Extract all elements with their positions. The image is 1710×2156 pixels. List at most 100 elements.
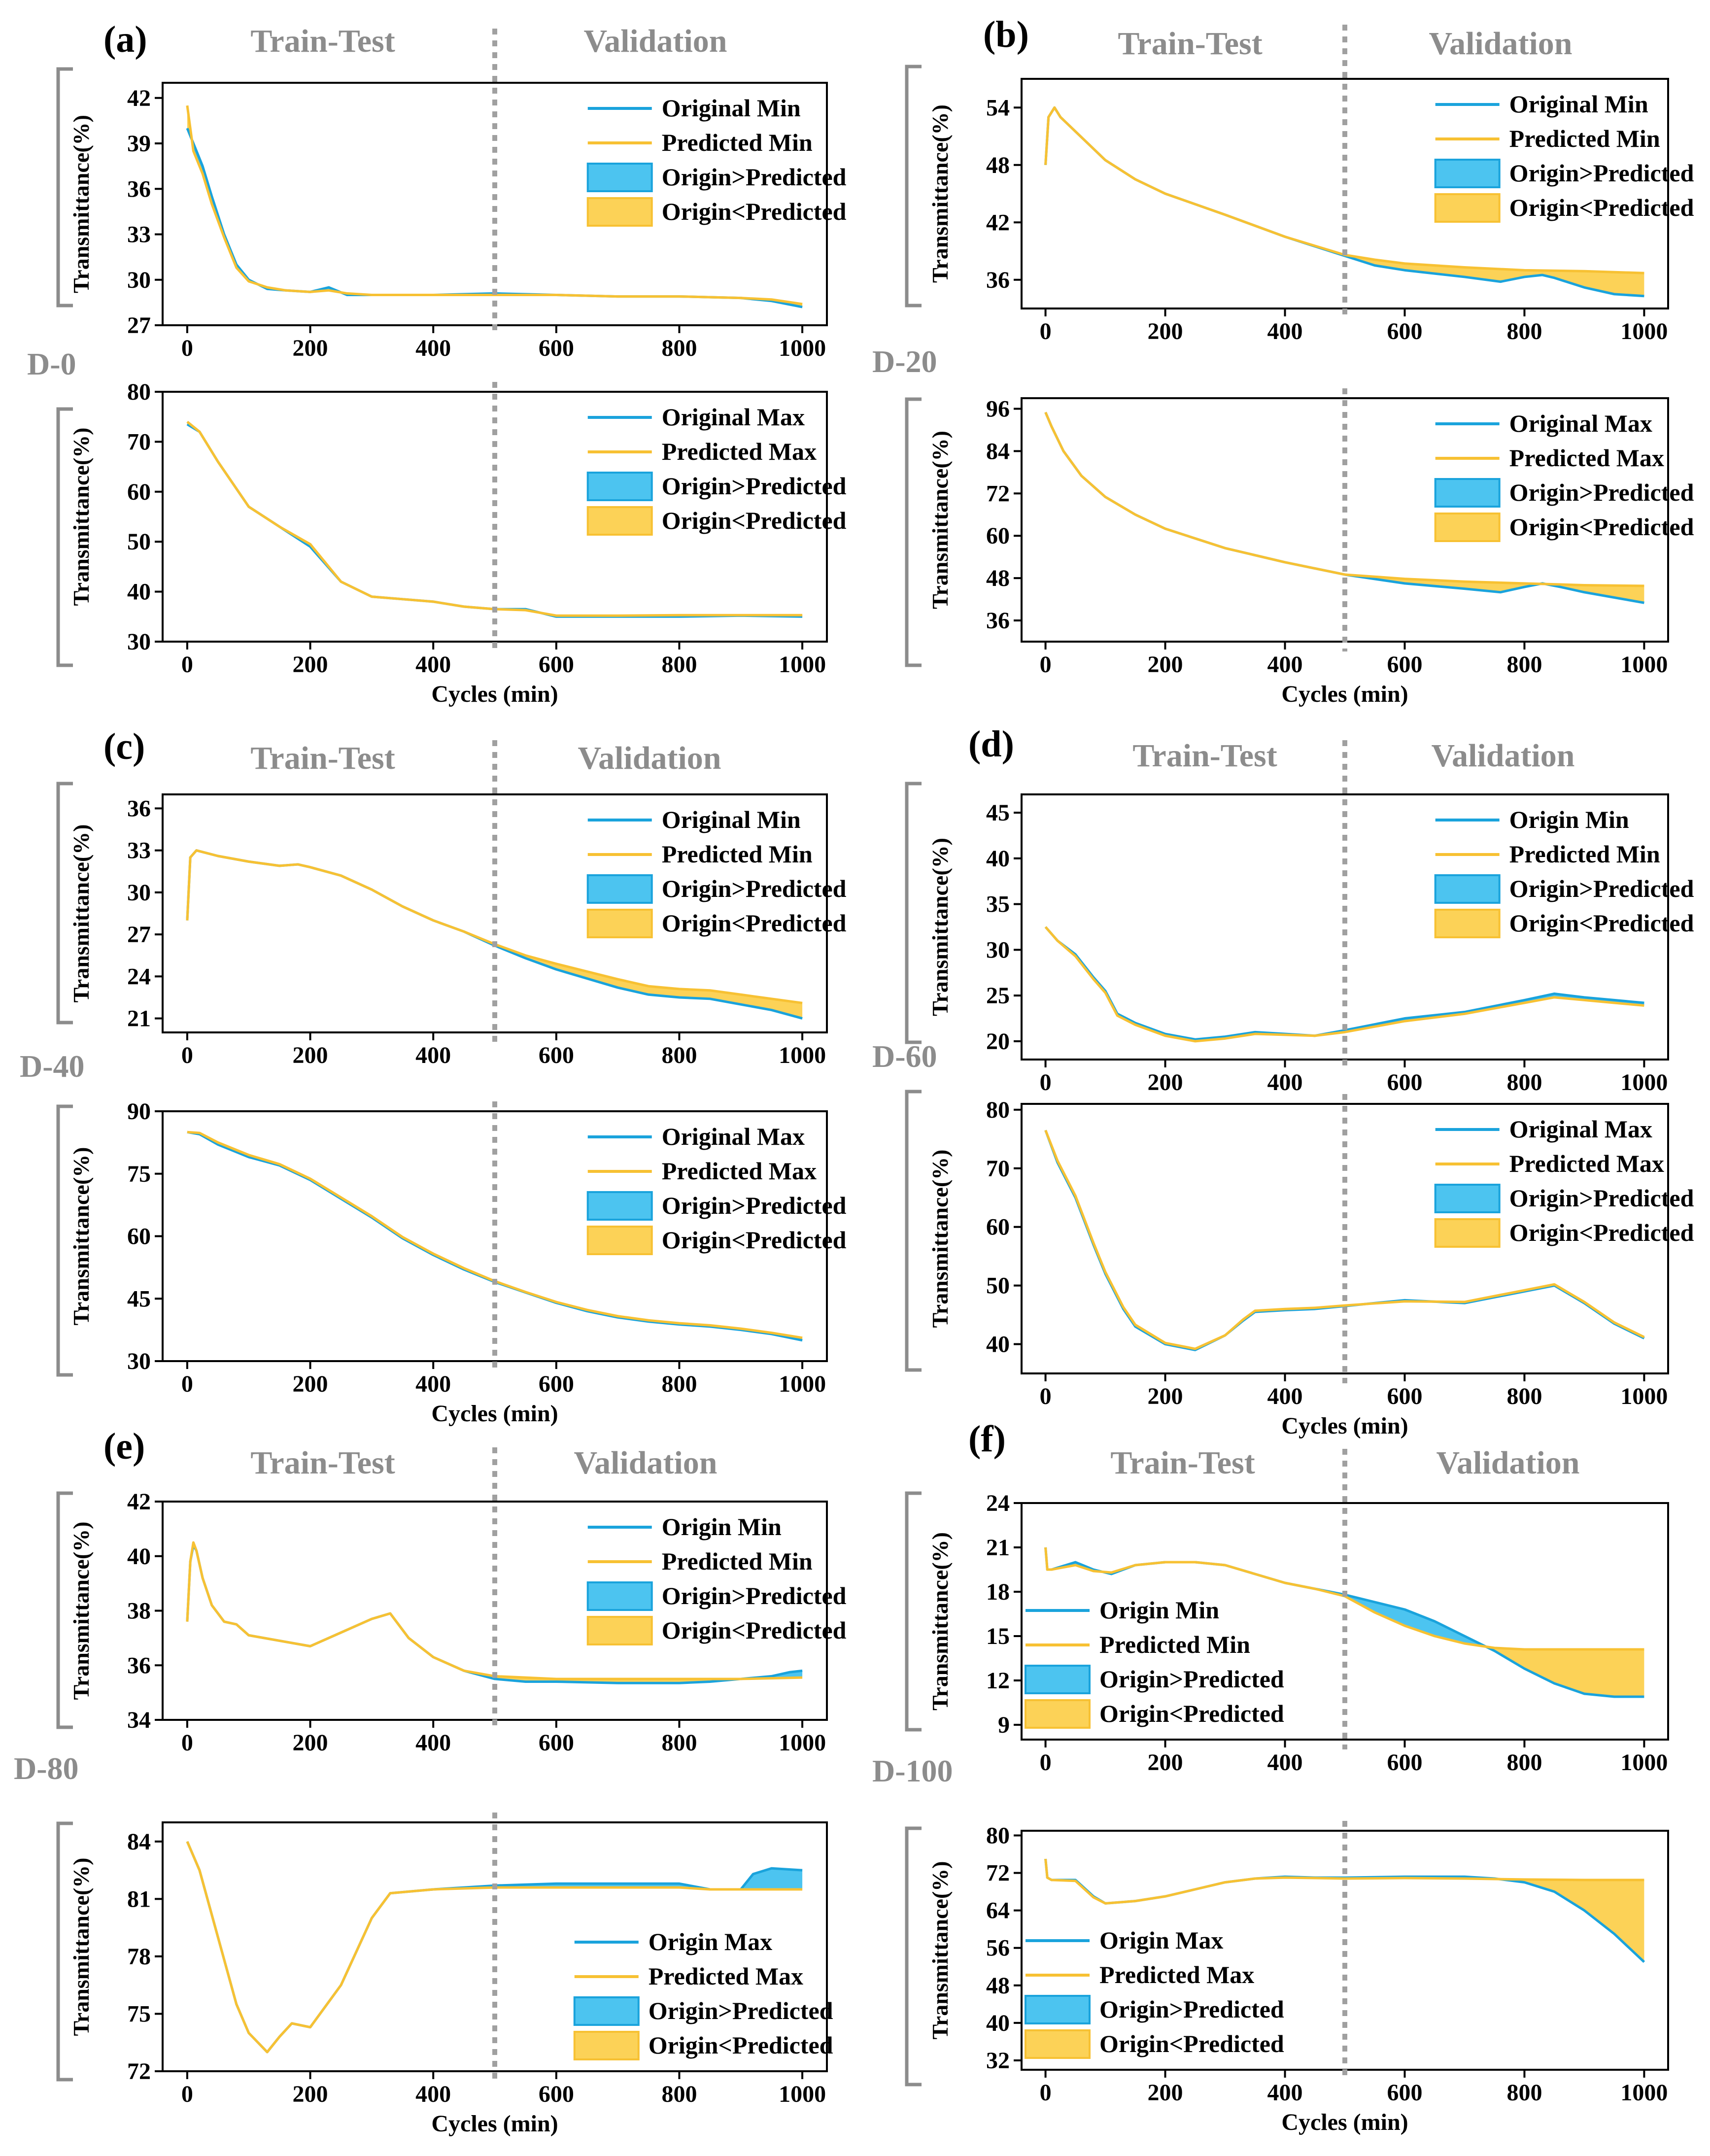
x-tick-label: 800	[661, 335, 697, 361]
panel-letter: (f)	[968, 1418, 1006, 1460]
legend-label: Origin<Predicted	[662, 1616, 847, 1644]
chart-a-max: 0 200 400 600 800 1000 30 40 50 60 70 80 Transmittan…	[68, 379, 847, 707]
legend: Origin Max Predicted Max Origin>Predicted O…	[1025, 1926, 1284, 2059]
legend-label: Predicted Max	[649, 1962, 803, 1990]
x-tick-label: 1000	[1620, 318, 1668, 344]
y-tick-label: 36	[127, 795, 151, 821]
x-tick-label: 800	[661, 1730, 697, 1756]
fill-origin-less	[1497, 1879, 1644, 1962]
y-tick-label: 90	[127, 1098, 151, 1125]
group-bracket	[905, 65, 922, 308]
series-line-predicted	[186, 105, 803, 306]
phase-label-validation: Validation	[1429, 26, 1572, 62]
chart-e-max: 0 200 400 600 800 1000 72 75 78 81 84 Transmittance…	[68, 1813, 833, 2137]
y-tick-label: 36	[127, 1652, 151, 1678]
y-tick-label: 9	[998, 1712, 1010, 1738]
phase-label-validation: Validation	[1436, 1445, 1579, 1481]
legend-swatch-under	[1434, 513, 1501, 542]
y-tick-label: 15	[986, 1623, 1010, 1649]
legend-label: Predicted Max	[1509, 444, 1664, 472]
x-tick-label: 1000	[779, 335, 826, 361]
legend-label: Predicted Max	[662, 1157, 817, 1185]
legend-swatch-over	[586, 874, 653, 904]
x-tick-label: 600	[539, 1371, 574, 1397]
plot-frame	[162, 793, 828, 1033]
y-tick-label: 40	[127, 579, 151, 605]
y-tick-label: 36	[986, 267, 1010, 293]
fill-origin-less	[1045, 107, 1644, 296]
x-tick-label: 200	[1148, 2080, 1183, 2106]
x-tick-label: 800	[1506, 1383, 1542, 1409]
legend-swatch-under	[586, 197, 653, 227]
y-tick-label: 33	[127, 222, 151, 248]
y-tick-label: 27	[127, 312, 151, 339]
fill-areas	[1045, 107, 1644, 296]
series-line-predicted	[1044, 1858, 1644, 1905]
y-axis-label: Transmittance(%)	[927, 1532, 953, 1711]
y-tick-label: 40	[127, 1543, 151, 1570]
x-tick-label: 600	[1387, 1069, 1422, 1095]
x-tick-label: 0	[181, 1371, 193, 1397]
x-axis-label: Cycles (min)	[431, 2111, 558, 2137]
x-tick-label: 1000	[779, 1730, 826, 1756]
x-tick-label: 600	[1387, 651, 1422, 678]
legend-label: Origin>Predicted	[1509, 159, 1694, 187]
plot-frame	[1021, 1103, 1669, 1374]
y-tick-label: 12	[986, 1668, 1010, 1694]
x-tick-label: 200	[1148, 318, 1183, 344]
x-axis-label: Cycles (min)	[1281, 681, 1408, 707]
phase-label-validation: Validation	[574, 1445, 717, 1481]
x-tick-label: 1000	[779, 2081, 826, 2107]
y-axis-label: Transmittance(%)	[68, 115, 94, 293]
group-bracket	[905, 1826, 922, 2087]
legend-swatch-over	[1025, 1995, 1091, 2024]
x-axis-label: Cycles (min)	[1281, 1413, 1408, 1439]
x-tick-label: 200	[293, 1042, 328, 1068]
x-tick-label: 200	[1148, 1749, 1183, 1776]
legend-swatch-under	[1434, 1218, 1501, 1248]
legend-label: Origin<Predicted	[1099, 1700, 1284, 1727]
y-tick-label: 84	[127, 1829, 151, 1855]
y-tick-label: 36	[986, 608, 1010, 634]
y-axis-label: Transmittance(%)	[927, 1150, 953, 1328]
fill-areas	[187, 850, 803, 1019]
chart-a-min: 0 200 400 600 800 1000 27 30 33 36 39 42 Transmittan…	[27, 19, 847, 667]
series-line-predicted	[1044, 926, 1644, 1043]
x-tick-label: 400	[415, 1730, 451, 1756]
legend-label: Origin>Predicted	[662, 472, 847, 500]
x-tick-label: 0	[181, 2081, 193, 2107]
y-tick-label: 60	[127, 1224, 151, 1250]
legend-label: Origin<Predicted	[1509, 909, 1694, 937]
x-tick-label: 400	[415, 1371, 451, 1397]
y-tick-label: 32	[986, 2048, 1010, 2074]
plot-frame	[162, 1821, 828, 2072]
y-tick-label: 72	[986, 480, 1010, 507]
legend-label: Origin>Predicted	[1099, 1995, 1284, 2023]
x-tick-label: 600	[539, 1042, 574, 1068]
legend-swatch-over	[586, 472, 653, 501]
y-tick-label: 27	[127, 922, 151, 948]
y-tick-label: 38	[127, 1598, 151, 1624]
series-line-predicted	[186, 420, 803, 617]
phase-label-train-test: Train-Test	[1118, 26, 1262, 62]
chart-d-max: 0 200 400 600 800 1000 40 50 60 70 80 Transmittance…	[927, 1094, 1694, 1439]
legend: Origin Min Predicted Min Origin>Predicted O…	[586, 1513, 847, 1645]
legend-label: Origin>Predicted	[662, 1582, 847, 1609]
legend-swatch-under	[586, 1226, 653, 1255]
y-tick-label: 60	[986, 523, 1010, 549]
legend: Origin Min Predicted Min Origin>Predicted O…	[1025, 1596, 1284, 1729]
y-tick-label: 20	[986, 1028, 1010, 1055]
y-axis-label: Transmittance(%)	[68, 1858, 94, 2036]
legend-label: Origin>Predicted	[662, 1192, 847, 1219]
x-tick-label: 400	[1267, 1069, 1303, 1095]
x-tick-label: 200	[293, 1371, 328, 1397]
panel-letter: (b)	[983, 14, 1029, 55]
y-tick-label: 78	[127, 1944, 151, 1970]
plot-frame	[162, 391, 828, 643]
x-tick-label: 600	[1387, 318, 1422, 344]
phase-label-train-test: Train-Test	[250, 740, 395, 776]
legend-label: Origin Max	[1099, 1926, 1223, 1954]
legend-label: Origin>Predicted	[662, 875, 847, 902]
x-tick-label: 400	[415, 651, 451, 678]
x-tick-label: 0	[1040, 2080, 1052, 2106]
